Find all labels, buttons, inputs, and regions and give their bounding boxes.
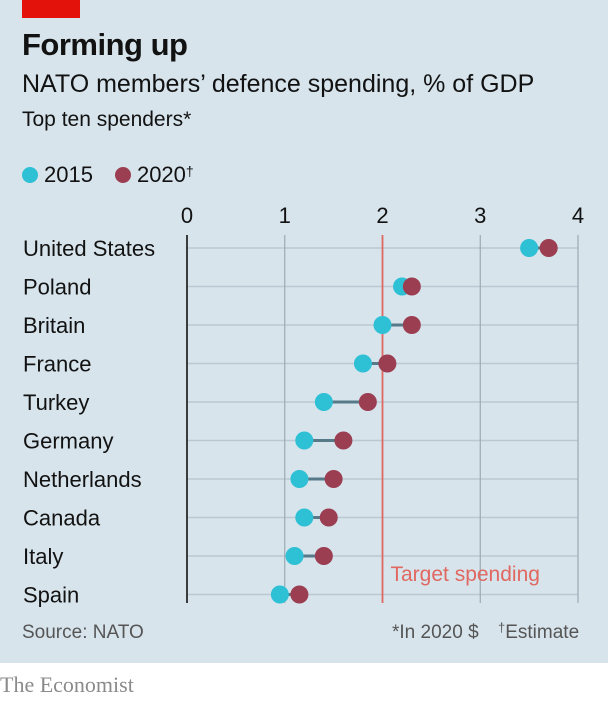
chart-title: Forming up — [22, 27, 188, 62]
source-note: Source: NATO — [22, 622, 144, 643]
dot-2020 — [319, 508, 338, 527]
target-label: Target spending — [391, 563, 540, 586]
x-tick-label: 4 — [572, 205, 584, 228]
chart-subtitle: NATO members’ defence spending, % of GDP — [22, 70, 535, 98]
dot-2020 — [358, 393, 377, 411]
x-tick-label: 1 — [279, 205, 291, 228]
dot-2020 — [402, 316, 421, 334]
x-tick-label: 3 — [474, 205, 486, 228]
dot-2015 — [270, 585, 289, 604]
category-label: Germany — [23, 429, 113, 454]
footnote-estimate: †Estimate — [498, 620, 580, 644]
dot-2015 — [373, 316, 392, 334]
legend-swatch-2015 — [22, 167, 38, 183]
dot-2020 — [334, 431, 353, 450]
dot-plot: 0 1 2 3 4 Target spending United States Poland B… — [23, 205, 584, 608]
dot-2020 — [402, 277, 421, 296]
dot-2015 — [295, 431, 314, 450]
brand-accent-bar — [22, 0, 80, 18]
dot-2015 — [285, 547, 304, 565]
legend-label-2015: 2015 — [44, 162, 93, 187]
dot-2020 — [324, 470, 343, 488]
legend-sup-2020: † — [185, 163, 194, 179]
category-label: Canada — [23, 506, 101, 531]
dot-2020 — [378, 354, 397, 373]
x-tick-label: 2 — [376, 205, 388, 228]
x-tick-label: 0 — [181, 205, 193, 228]
category-label: Italy — [23, 544, 63, 569]
footnote-estimate-text: Estimate — [505, 622, 580, 643]
legend-item-2015: 2015 — [22, 162, 93, 188]
dot-2015 — [314, 393, 333, 411]
legend-label-2020: 2020 — [136, 162, 186, 187]
category-label: Britain — [23, 313, 85, 338]
dot-2020 — [539, 239, 558, 257]
dot-2020 — [290, 585, 309, 604]
legend-swatch-2020 — [114, 167, 131, 183]
dot-2015 — [520, 239, 539, 257]
chart-panel — [0, 0, 608, 663]
category-label: Netherlands — [23, 467, 142, 492]
category-label: Spain — [23, 583, 79, 608]
footnote-dagger: † — [498, 620, 506, 635]
dot-2015 — [295, 508, 314, 527]
category-label: Turkey — [23, 390, 89, 415]
category-label: United States — [23, 236, 155, 261]
economist-logo-text: The Economist — [0, 672, 134, 697]
dot-2015 — [290, 470, 309, 488]
dot-2015 — [353, 354, 372, 373]
footnote-currency: *In 2020 $ — [392, 622, 479, 643]
legend: 2015 2020 † — [22, 160, 216, 190]
dot-2020 — [314, 547, 333, 565]
category-label: Poland — [23, 275, 92, 300]
category-label: France — [23, 352, 91, 377]
chart-note: Top ten spenders* — [22, 108, 192, 131]
legend-item-2020: 2020 † — [114, 162, 194, 188]
